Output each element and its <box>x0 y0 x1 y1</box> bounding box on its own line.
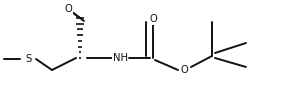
Text: O: O <box>64 4 72 14</box>
Text: O: O <box>180 65 188 75</box>
Text: S: S <box>25 54 31 64</box>
Text: O: O <box>149 14 157 24</box>
Text: NH: NH <box>112 53 128 63</box>
